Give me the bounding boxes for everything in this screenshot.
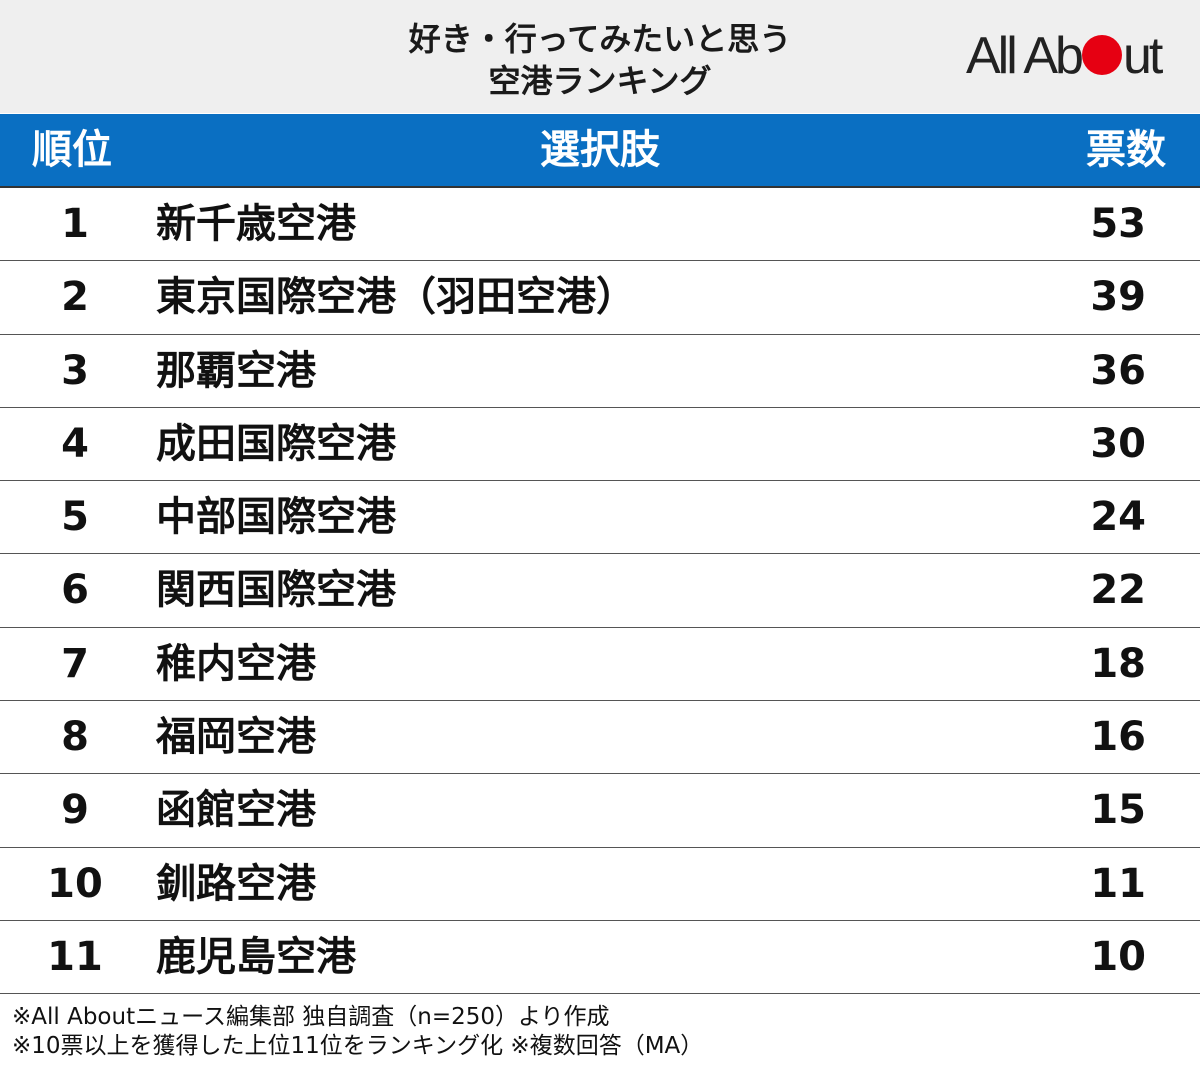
rank-cell: 6 [61,567,89,614]
logo-text-before: All Ab [966,27,1084,85]
logo-dot-icon [1081,35,1122,75]
footnote-2: ※10票以上を獲得した上位11位をランキング化 ※複数回答（MA） [12,1033,704,1059]
rank-cell: 9 [61,787,89,834]
airport-name-cell: 函館空港 [156,787,316,834]
votes-cell: 18 [1090,640,1146,687]
table-row: 11 鹿児島空港 10 [0,921,1200,995]
airport-name-cell: 稚内空港 [156,640,316,687]
table-row: 7 稚内空港 18 [0,628,1200,702]
footnote-1: ※All Aboutニュース編集部 独自調査（n=250）より作成 [12,1004,610,1030]
airport-name-cell: 釧路空港 [156,860,316,907]
rank-cell: 4 [61,420,89,467]
rank-cell: 2 [61,274,89,321]
table-row: 4 成田国際空港 30 [0,408,1200,482]
title-line-2: 空港ランキング [488,62,712,100]
table-row: 8 福岡空港 16 [0,701,1200,775]
votes-cell: 53 [1090,201,1146,247]
rank-cell: 8 [61,714,89,761]
rank-cell: 10 [47,860,103,907]
logo-text-after: ut [1122,27,1163,85]
airport-name-cell: 鹿児島空港 [156,933,356,980]
table-row: 9 函館空港 15 [0,774,1200,848]
votes-cell: 11 [1090,860,1146,907]
table-row: 5 中部国際空港 24 [0,481,1200,555]
airport-name-cell: 関西国際空港 [156,567,396,614]
votes-cell: 22 [1090,567,1146,614]
header-divider [0,186,1200,188]
table-row: 3 那覇空港 36 [0,335,1200,408]
table-row: 6 関西国際空港 22 [0,554,1200,628]
votes-cell: 39 [1090,274,1146,321]
rank-cell: 5 [61,494,89,541]
airport-name-cell: 中部国際空港 [156,494,396,541]
votes-cell: 15 [1090,787,1146,834]
allabout-logo: All Ab ut [966,27,1163,85]
airport-name-cell: 東京国際空港（羽田空港） [156,274,636,321]
votes-cell: 30 [1090,420,1146,467]
header-votes: 票数 [1086,127,1166,173]
rank-cell: 7 [61,640,89,687]
votes-cell: 10 [1090,933,1146,980]
title-line-1: 好き・行ってみたいと思う [408,20,792,58]
airport-name-cell: 那覇空港 [156,347,316,394]
header-rank: 順位 [32,127,112,173]
footnotes: ※All Aboutニュース編集部 独自調査（n=250）より作成 ※10票以上… [12,1003,703,1061]
table-row: 1 新千歳空港 53 [0,188,1200,262]
airport-name-cell: 福岡空港 [156,714,316,761]
votes-cell: 16 [1090,714,1146,761]
table-header: 順位 選択肢 票数 [0,114,1200,186]
airport-name-cell: 成田国際空港 [156,420,396,467]
ranking-table-body: 1 新千歳空港 53 2 東京国際空港（羽田空港） 39 3 那覇空港 36 4 成田国際空港 30 5… [0,188,1200,995]
votes-cell: 36 [1090,347,1146,394]
airport-name-cell: 新千歳空港 [156,201,356,247]
table-row: 10 釧路空港 11 [0,848,1200,921]
page-title: 好き・行ってみたいと思う 空港ランキング [0,18,1200,102]
header-choice: 選択肢 [540,127,660,173]
table-row: 2 東京国際空港（羽田空港） 39 [0,261,1200,335]
rank-cell: 11 [47,933,103,980]
rank-cell: 1 [61,201,89,247]
votes-cell: 24 [1090,494,1146,541]
title-band: 好き・行ってみたいと思う 空港ランキング All Ab ut [0,0,1200,113]
rank-cell: 3 [61,347,89,394]
